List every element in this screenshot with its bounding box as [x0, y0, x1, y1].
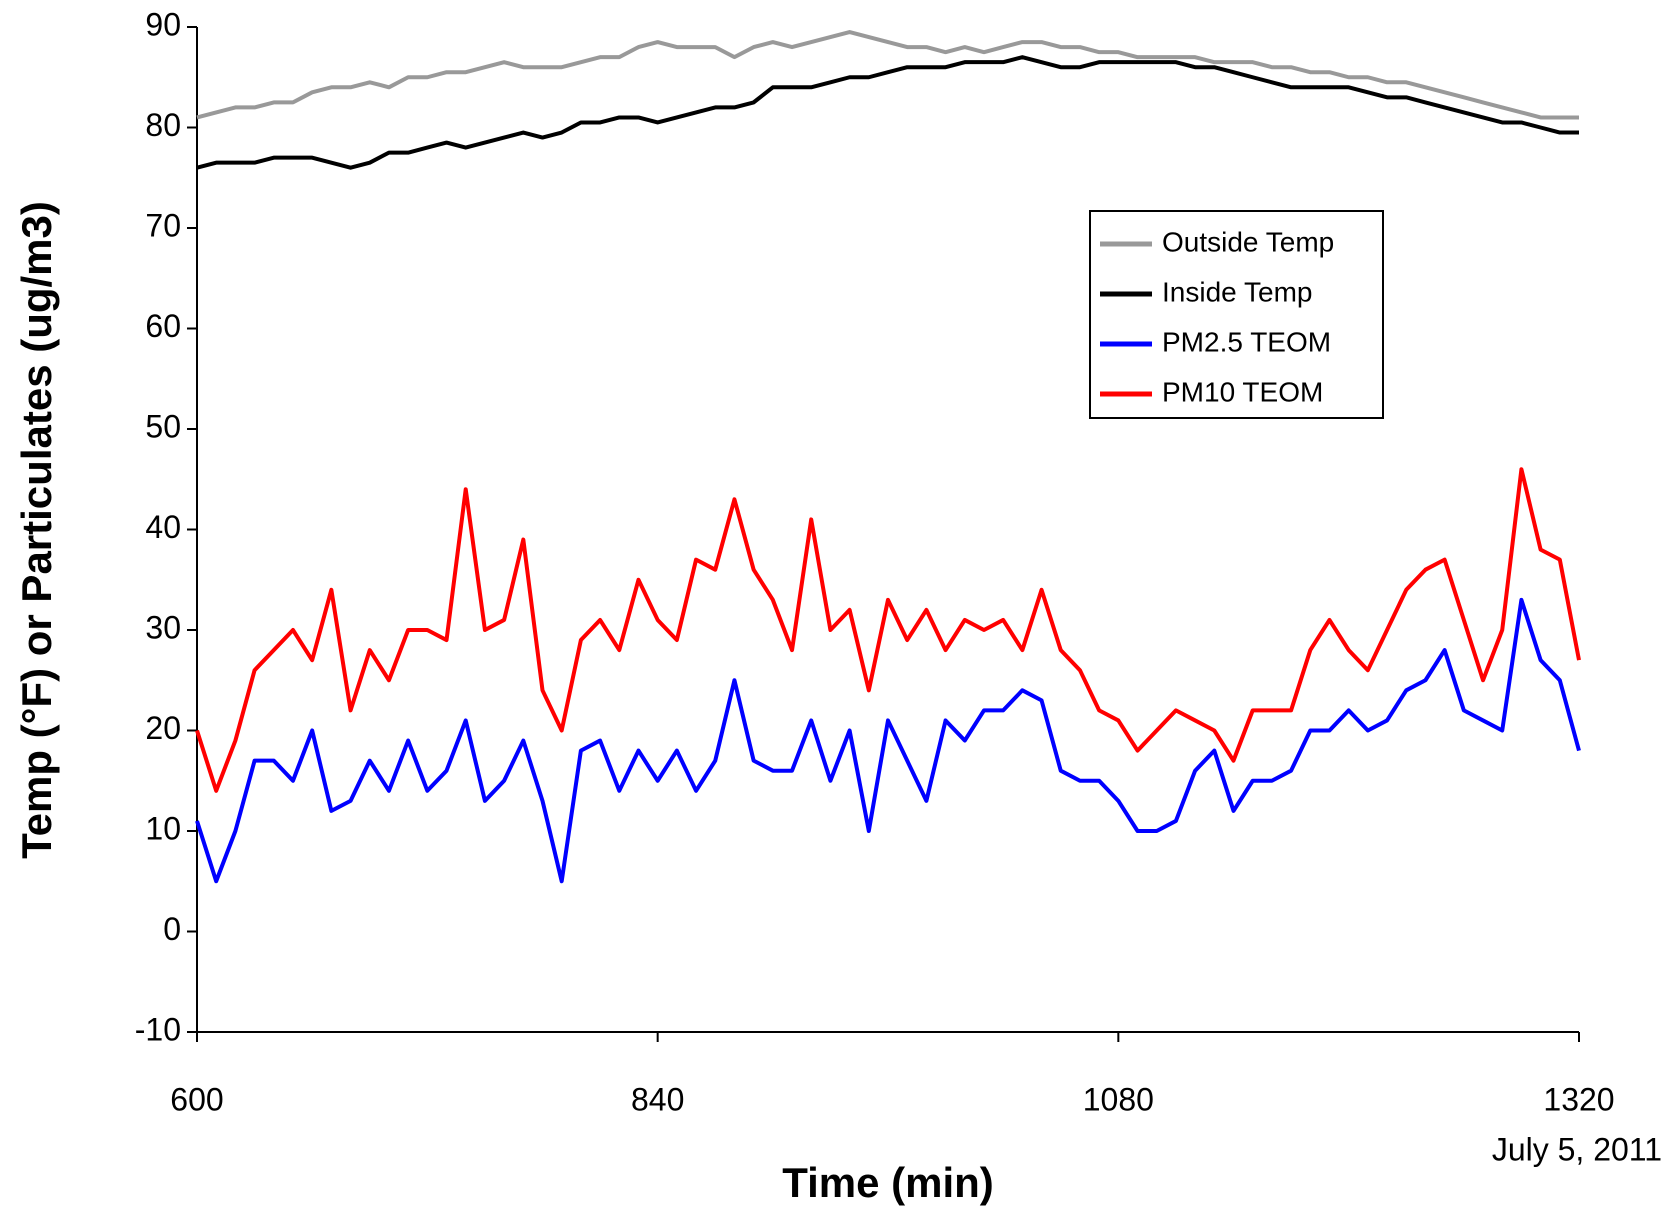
y-tick-label: 40 — [145, 509, 181, 545]
y-tick-label: 90 — [145, 6, 181, 42]
legend-label: Inside Temp — [1162, 276, 1312, 307]
series-line — [195, 467, 1581, 793]
date-annotation: July 5, 2011 — [1492, 1131, 1662, 1167]
x-axis-title: Time (min) — [782, 1159, 994, 1206]
y-axis-title: Temp (°F) or Particulates (ug/m3) — [13, 201, 60, 859]
series-line — [196, 55, 1579, 170]
series-line — [195, 597, 1581, 884]
y-tick-label: 60 — [145, 308, 181, 344]
y-tick-label: 50 — [145, 408, 181, 444]
x-tick-label: 600 — [170, 1081, 223, 1117]
x-tick-label: 840 — [631, 1081, 684, 1117]
y-tick-label: 10 — [145, 810, 181, 846]
y-tick-label: 70 — [145, 207, 181, 243]
y-tick-label: 20 — [145, 710, 181, 746]
x-tick-label: 1320 — [1543, 1081, 1614, 1117]
y-tick-label: 0 — [163, 911, 181, 947]
y-tick-label: -10 — [135, 1011, 181, 1047]
legend-label: Outside Temp — [1162, 226, 1334, 257]
series-line — [196, 30, 1579, 120]
legend-label: PM2.5 TEOM — [1162, 326, 1331, 357]
legend: Outside Temp Inside Temp PM2.5 TEOM PM10 TE… — [1089, 210, 1384, 419]
y-tick-label: 30 — [145, 609, 181, 645]
legend-label: PM10 TEOM — [1162, 376, 1323, 407]
y-tick-label: 80 — [145, 107, 181, 143]
x-tick-label: 1080 — [1083, 1081, 1154, 1117]
